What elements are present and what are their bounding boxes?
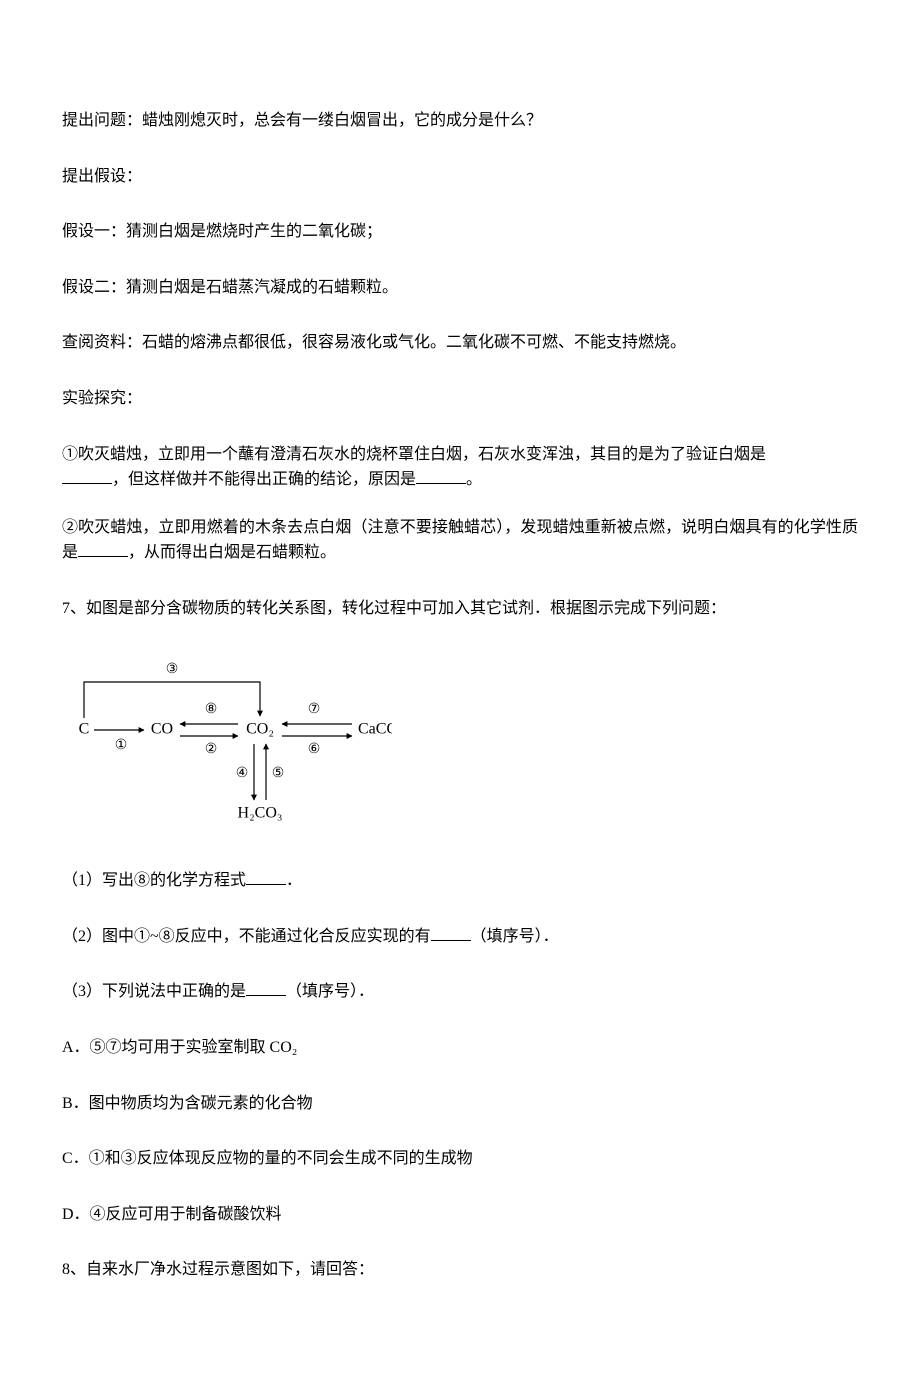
text-fragment: 。 <box>466 471 482 488</box>
text-fragment: （2）图中①~⑧反应中，不能通过化合反应实现的有 <box>62 928 431 945</box>
document-page: 提出问题：蜡烛刚熄灭时，总会有一缕白烟冒出，它的成分是什么？ 提出假设： 假设一… <box>0 0 920 1373</box>
experiment-heading: 实验探究： <box>62 386 858 412</box>
option-c: C．①和③反应体现反应物的量的不同会生成不同的生成物 <box>62 1146 858 1172</box>
question-7-3: （3）下列说法中正确的是 （填序号）． <box>62 979 858 1005</box>
question-7: 7、如图是部分含碳物质的转化关系图，转化过程中可加入其它试剂．根据图示完成下列问… <box>62 596 858 622</box>
text-fragment: （填序号）． <box>471 928 559 945</box>
text-fragment: （3）下列说法中正确的是 <box>62 983 246 1000</box>
reference-info: 查阅资料：石蜡的熔沸点都很低，很容易液化或气化。二氧化碳不可燃、不能支持燃烧。 <box>62 330 858 356</box>
svg-text:CO₂: CO₂ <box>246 720 274 737</box>
diagram-svg: C CO CO₂ CaCO₃ H₂CO₃ ① ⑧ ② ⑦ ⑥ ③ ④ ⑤ <box>62 652 392 832</box>
svg-text:①: ① <box>115 738 128 753</box>
svg-text:④: ④ <box>236 766 249 781</box>
hypothesis-1: 假设一：猜测白烟是燃烧时产生的二氧化碳； <box>62 219 858 245</box>
hypothesis-heading: 提出假设： <box>62 164 858 190</box>
fill-blank[interactable] <box>78 540 128 557</box>
svg-text:⑤: ⑤ <box>272 766 285 781</box>
fill-blank[interactable] <box>431 924 471 941</box>
hypothesis-2: 假设二：猜测白烟是石蜡蒸汽凝成的石蜡颗粒。 <box>62 275 858 301</box>
svg-text:⑦: ⑦ <box>308 702 321 717</box>
fill-blank[interactable] <box>416 467 466 484</box>
text-fragment: ． <box>286 872 302 889</box>
experiment-step-1: ①吹灭蜡烛，立即用一个蘸有澄清石灰水的烧杯罩住白烟，石灰水变浑浊，其目的是为了验… <box>62 442 858 493</box>
fill-blank[interactable] <box>246 868 286 885</box>
option-b: B．图中物质均为含碳元素的化合物 <box>62 1091 858 1117</box>
option-d: D．④反应可用于制备碳酸饮料 <box>62 1202 858 1228</box>
question-8: 8、自来水厂净水过程示意图如下，请回答： <box>62 1257 858 1283</box>
svg-text:CaCO₃: CaCO₃ <box>358 720 392 737</box>
fill-blank[interactable] <box>246 979 286 996</box>
svg-text:⑥: ⑥ <box>308 742 321 757</box>
svg-text:H₂CO₃: H₂CO₃ <box>238 804 283 821</box>
fill-blank[interactable] <box>62 467 112 484</box>
svg-text:⑧: ⑧ <box>205 702 218 717</box>
text-fragment: （填序号）． <box>286 983 374 1000</box>
carbon-conversion-diagram: C CO CO₂ CaCO₃ H₂CO₃ ① ⑧ ② ⑦ ⑥ ③ ④ ⑤ <box>62 652 858 841</box>
experiment-step-2: ②吹灭蜡烛，立即用燃着的木条去点白烟（注意不要接触蜡芯），发现蜡烛重新被点燃，说… <box>62 515 858 566</box>
svg-text:②: ② <box>205 742 218 757</box>
text-fragment: ，但这样做并不能得出正确的结论，原因是 <box>112 471 416 488</box>
svg-text:③: ③ <box>166 662 179 677</box>
option-a: A．⑤⑦均可用于实验室制取 CO₂ <box>62 1035 858 1061</box>
question-7-1: （1）写出⑧的化学方程式 ． <box>62 868 858 894</box>
text-fragment: ①吹灭蜡烛，立即用一个蘸有澄清石灰水的烧杯罩住白烟，石灰水变浑浊，其目的是为了验… <box>62 446 766 463</box>
text-fragment: ，从而得出白烟是石蜡颗粒。 <box>128 544 336 561</box>
svg-text:CO: CO <box>151 720 173 737</box>
question-7-2: （2）图中①~⑧反应中，不能通过化合反应实现的有 （填序号）． <box>62 924 858 950</box>
question-prompt: 提出问题：蜡烛刚熄灭时，总会有一缕白烟冒出，它的成分是什么？ <box>62 108 858 134</box>
svg-text:C: C <box>79 720 90 737</box>
text-fragment: （1）写出⑧的化学方程式 <box>62 872 246 889</box>
